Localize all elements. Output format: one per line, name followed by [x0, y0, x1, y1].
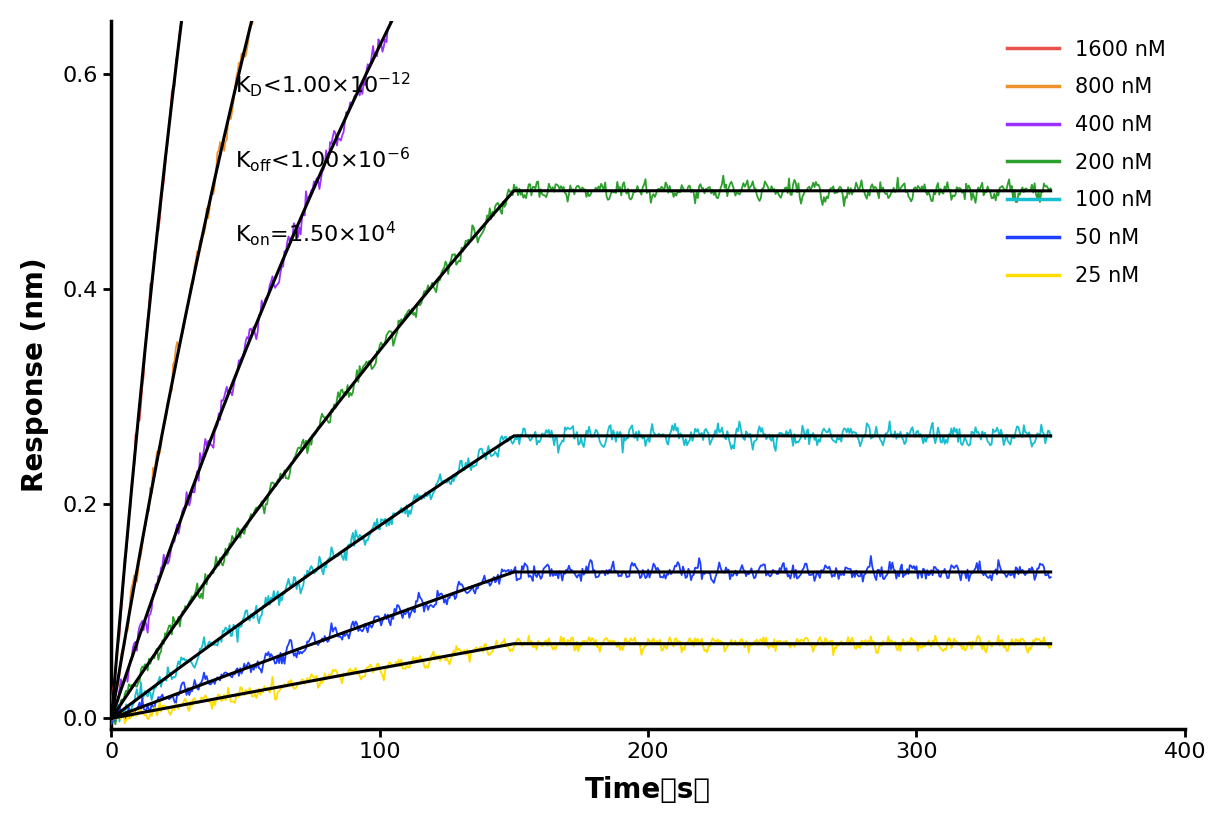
200 nM	[715, 171, 730, 181]
50 nM	[791, 573, 806, 582]
Line: 400 nM: 400 nM	[112, 0, 1050, 720]
25 nM	[794, 634, 809, 644]
Y-axis label: Response (nm): Response (nm)	[21, 257, 49, 493]
Line: 50 nM: 50 nM	[112, 556, 1050, 724]
100 nM	[1043, 432, 1058, 442]
100 nM	[104, 714, 119, 724]
100 nM	[112, 717, 126, 727]
200 nM	[794, 199, 809, 209]
Legend: 1600 nM, 800 nM, 400 nM, 200 nM, 100 nM, 50 nM, 25 nM: 1600 nM, 800 nM, 400 nM, 200 nM, 100 nM,…	[999, 31, 1174, 295]
Line: 25 nM: 25 nM	[112, 635, 1050, 724]
400 nM	[104, 715, 119, 725]
100 nM	[910, 426, 925, 436]
100 nM	[259, 592, 274, 602]
50 nM	[1043, 573, 1058, 582]
200 nM	[104, 713, 119, 723]
25 nM	[491, 642, 506, 652]
25 nM	[863, 638, 877, 648]
400 nM	[247, 322, 261, 332]
Line: 800 nM: 800 nM	[112, 0, 1050, 706]
800 nM	[104, 700, 119, 710]
50 nM	[247, 665, 261, 675]
800 nM	[248, 2, 263, 12]
200 nM	[491, 198, 506, 208]
Line: 100 nM: 100 nM	[112, 422, 1050, 722]
50 nM	[864, 551, 879, 561]
X-axis label: Time（s）: Time（s）	[585, 776, 712, 804]
200 nM	[248, 505, 263, 515]
200 nM	[1043, 183, 1058, 193]
100 nM	[882, 417, 897, 427]
100 nM	[248, 608, 263, 618]
50 nM	[490, 576, 504, 586]
Text: K$_\mathrm{off}$<1.00×10$^{-6}$: K$_\mathrm{off}$<1.00×10$^{-6}$	[234, 144, 410, 173]
25 nM	[248, 689, 263, 699]
50 nM	[909, 562, 924, 572]
Line: 200 nM: 200 nM	[112, 176, 1050, 724]
25 nM	[259, 684, 274, 694]
Text: K$_\mathrm{on}$=1.50×10$^{4}$: K$_\mathrm{on}$=1.50×10$^{4}$	[234, 219, 396, 248]
Line: 1600 nM: 1600 nM	[112, 0, 1050, 712]
25 nM	[118, 719, 133, 728]
400 nM	[256, 299, 271, 309]
100 nM	[491, 452, 506, 462]
25 nM	[104, 710, 119, 719]
100 nM	[793, 435, 807, 445]
200 nM	[910, 181, 925, 191]
50 nM	[256, 655, 271, 665]
100 nM	[861, 420, 876, 430]
Text: K$_\mathrm{D}$<1.00×10$^{-12}$: K$_\mathrm{D}$<1.00×10$^{-12}$	[234, 70, 411, 99]
25 nM	[521, 630, 536, 640]
200 nM	[863, 191, 877, 200]
50 nM	[104, 719, 119, 729]
25 nM	[1043, 641, 1058, 651]
200 nM	[259, 499, 274, 509]
50 nM	[859, 564, 874, 574]
200 nM	[108, 719, 123, 729]
800 nM	[107, 701, 121, 711]
25 nM	[910, 646, 925, 656]
1600 nM	[104, 707, 119, 717]
